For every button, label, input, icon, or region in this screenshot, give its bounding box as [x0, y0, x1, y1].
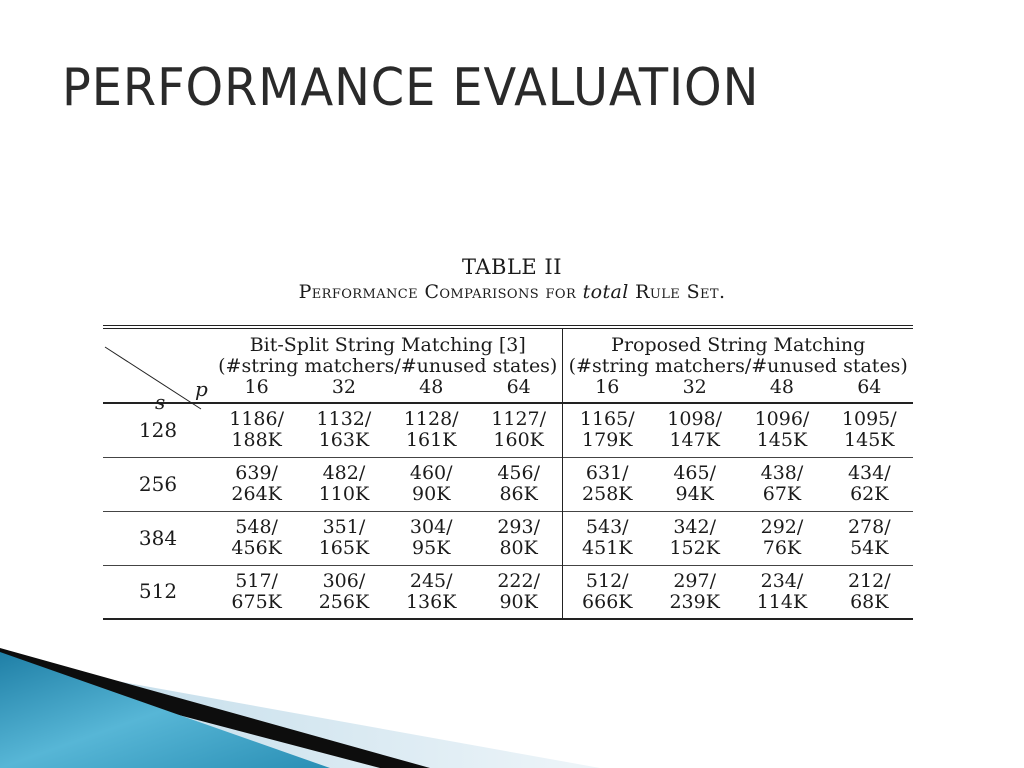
table-cell: 351/165K: [318, 516, 370, 559]
table-cell: 460/90K: [409, 462, 453, 505]
table-cell: 292/76K: [760, 516, 804, 559]
table-row: 256 639/264K 482/110K 460/90K 456/86K 63…: [103, 457, 913, 511]
p-header: 16: [244, 376, 269, 398]
decor-blue-band: [0, 652, 330, 768]
table-cell: 1128/161K: [403, 408, 459, 452]
table-cell: 512/666K: [582, 569, 633, 613]
row-label: 384: [138, 525, 178, 550]
table-cell: 631/258K: [582, 462, 633, 505]
table-cell: 212/68K: [847, 569, 891, 613]
table-cell: 293/80K: [474, 511, 564, 565]
caption-italic: total: [582, 281, 629, 303]
table-row: 128 1186/188K 1132/163K 1128/161K 1127/1…: [103, 403, 913, 457]
table-cell: 342/152K: [669, 516, 720, 559]
decor-black-band: [0, 648, 430, 768]
table-cell: 297/239K: [669, 569, 720, 613]
table-body: 128 1186/188K 1132/163K 1128/161K 1127/1…: [103, 403, 913, 619]
p-header: 32: [682, 376, 707, 398]
table-cell: 548/456K: [231, 516, 282, 559]
p-header: 16: [595, 376, 620, 398]
col-var-label: p: [195, 377, 208, 401]
group-header-bitsplit: Bit-Split String Matching [3]: [213, 327, 564, 356]
table-row: 512 517/675K 306/256K 245/136K 222/90K 5…: [103, 565, 913, 619]
row-label: 128: [138, 417, 178, 442]
row-label: 512: [138, 579, 178, 604]
row-var-label: s: [155, 390, 166, 414]
p-header: 48: [769, 376, 795, 398]
diagonal-divider: [104, 346, 202, 410]
table-cell: 434/62K: [847, 462, 891, 505]
table-cell: 1096/145K: [754, 408, 810, 452]
caption-text-2: Rule Set.: [628, 281, 726, 303]
corner-header: p s: [103, 327, 213, 413]
performance-table: p s Bit-Split String Matching [3] Propos…: [103, 325, 913, 620]
table-cell: 482/110K: [318, 462, 370, 505]
table-cell: 304/95K: [409, 516, 453, 559]
table-cell: 456/86K: [474, 457, 564, 511]
table-description: Performance Comparisons for total Rule S…: [0, 281, 1024, 303]
table-cell: 517/675K: [231, 569, 282, 613]
table-cell: 465/94K: [673, 462, 717, 505]
table-cell: 1132/163K: [316, 408, 372, 452]
table-cell: 1165/179K: [579, 408, 635, 452]
table-caption: TABLE II Performance Comparisons for tot…: [0, 255, 1024, 303]
table-cell: 1098/147K: [667, 408, 723, 452]
table-cell: 543/451K: [582, 516, 633, 559]
table-cell: 1127/160K: [474, 403, 564, 457]
table-cell: 438/67K: [760, 462, 804, 505]
p-header: 64: [857, 376, 882, 398]
table-cell: 278/54K: [847, 516, 891, 559]
p-header: 32: [331, 376, 357, 398]
row-label: 256: [138, 471, 178, 496]
table-cell: 245/136K: [405, 569, 457, 613]
table-cell: 1095/145K: [841, 408, 897, 452]
table-row: 384 548/456K 351/165K 304/95K 293/80K 54…: [103, 511, 913, 565]
group-subheader-proposed: (#string matchers/#unused states): [568, 355, 908, 377]
table-number: TABLE II: [462, 255, 562, 279]
group-header-proposed: Proposed String Matching: [611, 334, 866, 356]
table-cell: 306/256K: [318, 569, 370, 613]
p-header: 48: [419, 376, 444, 398]
table-cell: 234/114K: [756, 569, 808, 613]
table-cell: 222/90K: [474, 565, 564, 619]
group-subheader-bitsplit: (#string matchers/#unused states): [213, 356, 564, 377]
caption-text-1: Performance Comparisons for: [298, 281, 583, 303]
slide-title: PERFORMANCE EVALUATION: [62, 58, 760, 118]
table-cell: 1186/188K: [229, 408, 285, 452]
p-header: 64: [474, 377, 564, 403]
table-cell: 639/264K: [231, 462, 282, 505]
